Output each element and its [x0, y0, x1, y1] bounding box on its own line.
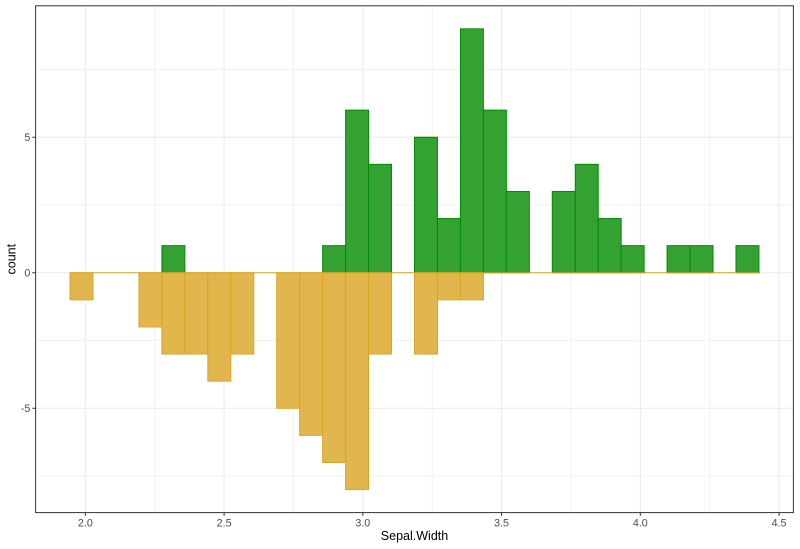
svg-text:-5: -5 — [21, 403, 31, 415]
svg-text:count: count — [5, 243, 19, 274]
svg-text:3.5: 3.5 — [494, 517, 509, 529]
svg-text:0: 0 — [24, 268, 30, 280]
svg-text:4.5: 4.5 — [772, 517, 787, 529]
svg-text:Sepal.Width: Sepal.Width — [381, 529, 448, 543]
svg-text:3.0: 3.0 — [355, 517, 370, 529]
svg-text:2.5: 2.5 — [217, 517, 232, 529]
svg-text:4.0: 4.0 — [633, 517, 648, 529]
svg-text:5: 5 — [24, 132, 30, 144]
svg-text:2.0: 2.0 — [78, 517, 93, 529]
